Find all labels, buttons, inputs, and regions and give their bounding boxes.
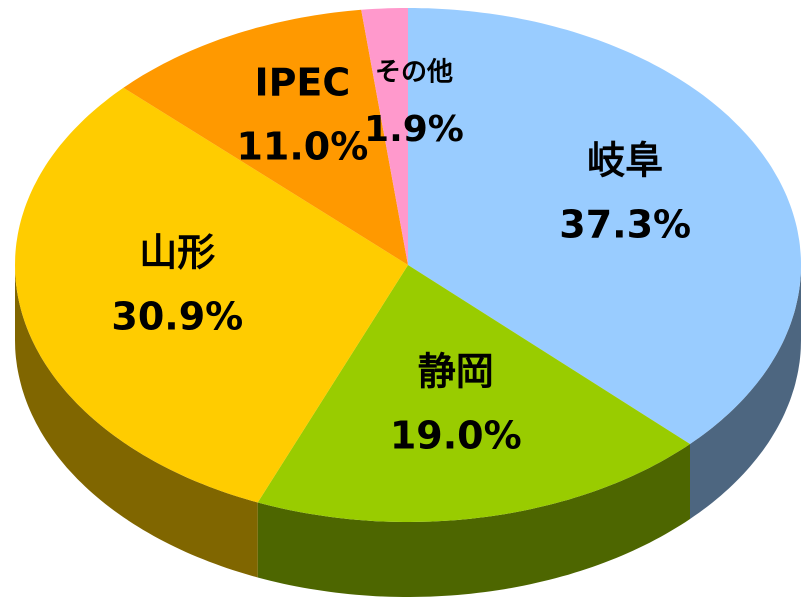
slice-value-label: 19.0% xyxy=(390,414,522,458)
pie-side xyxy=(257,444,690,597)
pie-slice xyxy=(15,87,408,503)
pie-slice xyxy=(408,8,801,444)
slice-value-label: 11.0% xyxy=(236,125,368,169)
slice-label: 山形 xyxy=(139,230,215,274)
slice-label: 岐阜 xyxy=(587,138,663,182)
pie-slice xyxy=(257,265,690,522)
slice-label: IPEC xyxy=(254,61,350,105)
pie-slice xyxy=(123,9,409,265)
pie-slice xyxy=(361,8,408,265)
slice-value-label: 37.3% xyxy=(559,202,691,246)
slice-value-label: 30.9% xyxy=(111,294,243,338)
pie-side xyxy=(690,265,801,519)
pie-side xyxy=(15,265,258,578)
slice-value-label: 1.9% xyxy=(364,109,464,150)
slice-label: その他 xyxy=(375,58,453,88)
slice-label: 静岡 xyxy=(418,350,494,394)
